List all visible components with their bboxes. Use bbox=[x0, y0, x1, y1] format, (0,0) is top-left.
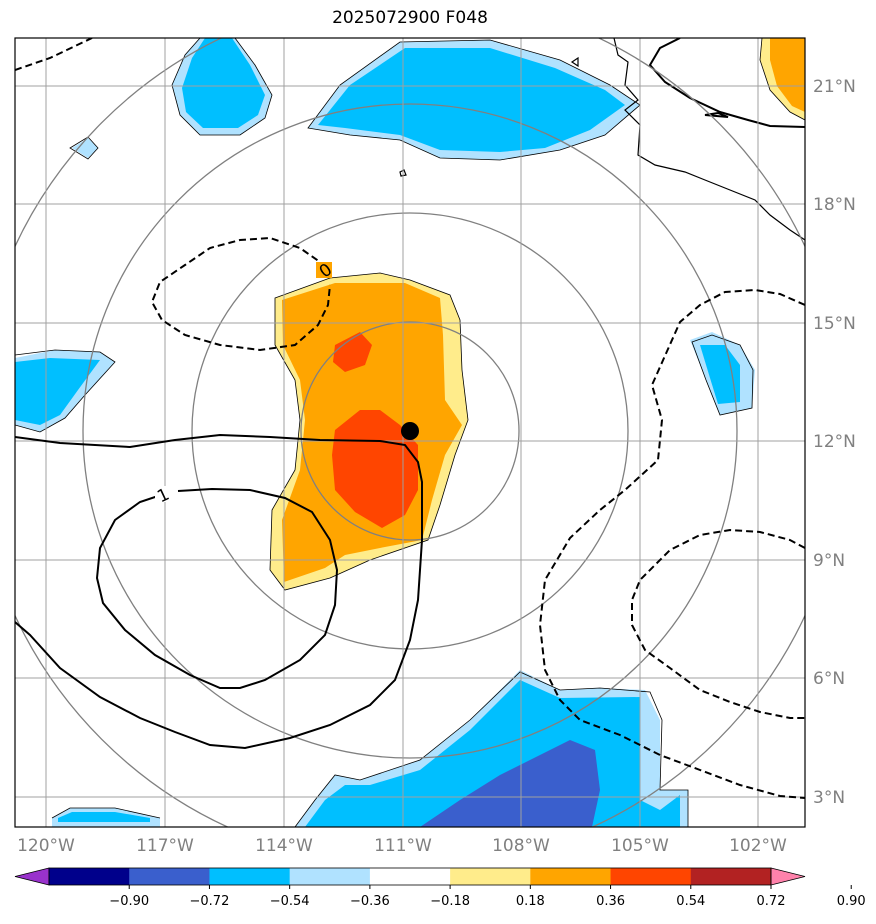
colorbar-under-extension bbox=[14, 867, 50, 886]
lat-label: 12°N bbox=[813, 432, 856, 452]
longitude-axis-labels: 120°W 117°W 114°W 111°W 108°W 105°W 102°… bbox=[17, 836, 787, 856]
map-title: 2025072900 F048 bbox=[332, 8, 488, 28]
contour-label-bg bbox=[155, 486, 171, 502]
colorbar-tick-label: −0.18 bbox=[430, 894, 470, 909]
graticule bbox=[15, 38, 805, 827]
colorbar-tick-label: 0.72 bbox=[757, 894, 786, 909]
positive-anomaly-patch bbox=[332, 410, 418, 528]
colorbar-bin bbox=[129, 868, 210, 885]
negative-anomaly-patch bbox=[15, 358, 100, 425]
solid-contours bbox=[15, 433, 423, 750]
colorbar-bin bbox=[610, 868, 692, 885]
colorbar-bin bbox=[49, 868, 130, 885]
colorbar-over-extension bbox=[770, 867, 806, 886]
colorbar-tick-label: −0.72 bbox=[190, 894, 230, 909]
lat-label: 9°N bbox=[813, 551, 845, 571]
map-frame bbox=[14, 37, 806, 828]
coastline-thick bbox=[648, 38, 805, 128]
colorbar-bin bbox=[289, 868, 371, 885]
lat-label: 15°N bbox=[813, 314, 856, 334]
lon-label: 108°W bbox=[492, 836, 550, 856]
lon-label: 120°W bbox=[17, 836, 75, 856]
lon-label: 117°W bbox=[136, 836, 194, 856]
negative-anomaly-patch bbox=[420, 740, 600, 827]
range-rings bbox=[15, 38, 805, 827]
coastline-thick bbox=[704, 111, 729, 118]
colorbar-bin bbox=[530, 868, 612, 885]
colorbar: −0.90 −0.72 −0.54 −0.36 −0.18 0.18 0.36 0.54 0.7… bbox=[14, 867, 866, 909]
lat-label: 18°N bbox=[813, 195, 856, 215]
colorbar-tick-label: −0.90 bbox=[109, 894, 149, 909]
lon-label: 105°W bbox=[611, 836, 669, 856]
negative-anomaly-patch bbox=[700, 345, 740, 404]
contour-label-bg bbox=[316, 262, 332, 278]
positive-anomaly-patch bbox=[770, 38, 805, 112]
storm-center-marker bbox=[401, 422, 419, 440]
colorbar-tick-label: −0.54 bbox=[270, 894, 310, 909]
colorbar-bin bbox=[209, 868, 291, 885]
colorbar-outline bbox=[48, 867, 772, 886]
colorbar-bin bbox=[369, 868, 451, 885]
colorbar-bin bbox=[450, 868, 531, 885]
positive-anomaly-patch bbox=[333, 332, 372, 372]
colorbar-tick-label: 0.54 bbox=[676, 894, 705, 909]
lat-label: 6°N bbox=[813, 669, 845, 689]
lat-label: 3°N bbox=[813, 788, 845, 808]
lon-label: 114°W bbox=[255, 836, 313, 856]
latitude-axis-labels: 21°N 18°N 15°N 12°N 9°N 6°N 3°N bbox=[813, 77, 856, 808]
lon-label: 111°W bbox=[374, 836, 432, 856]
colorbar-tick-label: 0.90 bbox=[837, 894, 866, 909]
shaded-field-outlines bbox=[15, 38, 805, 827]
negative-anomaly-patch bbox=[318, 48, 625, 152]
lat-label: 21°N bbox=[813, 77, 856, 97]
colorbar-tick-label: 0.18 bbox=[516, 894, 545, 909]
negative-anomaly-patch bbox=[182, 38, 265, 128]
colorbar-tick-label: −0.36 bbox=[350, 894, 390, 909]
negative-anomaly-patch bbox=[72, 138, 98, 158]
lon-label: 102°W bbox=[729, 836, 787, 856]
colorbar-bin bbox=[690, 868, 772, 885]
dashed-contours bbox=[15, 38, 805, 799]
map-plot-area: 0 1 bbox=[15, 38, 805, 827]
colorbar-tick-label: 0.36 bbox=[596, 894, 625, 909]
negative-anomaly-patch bbox=[58, 812, 150, 822]
